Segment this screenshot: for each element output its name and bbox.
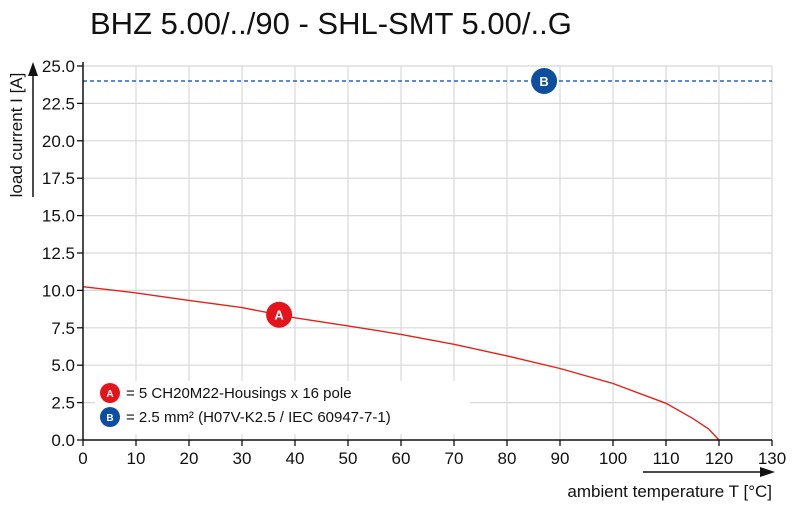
- legend-text-A: = 5 CH20M22-Housings x 16 pole: [126, 385, 352, 402]
- y-tick-label: 2.5: [51, 394, 75, 413]
- x-tick-label: 70: [445, 449, 464, 468]
- x-axis-label: ambient temperature T [°C]: [567, 482, 772, 501]
- series-line-A: [82, 286, 720, 441]
- y-tick-label: 5.0: [51, 356, 75, 375]
- marker-circle: [531, 67, 558, 94]
- x-tick-label: 20: [180, 449, 199, 468]
- legend-marker-A: A: [100, 383, 120, 403]
- marker-label: B: [106, 413, 113, 424]
- y-tick-label: 12.5: [42, 244, 75, 263]
- y-tick-label: 15.0: [42, 207, 75, 226]
- y-tick-label: 25.0: [42, 57, 75, 76]
- chart-title: BHZ 5.00/../90 - SHL-SMT 5.00/..G: [90, 6, 572, 41]
- marker-circle: [266, 301, 293, 328]
- marker-label: A: [274, 308, 284, 323]
- x-tick-label: 80: [498, 449, 517, 468]
- y-tick-label: 22.5: [42, 94, 75, 113]
- x-tick-label: 60: [392, 449, 411, 468]
- x-tick-label: 50: [339, 449, 358, 468]
- legend-marker-B: B: [100, 407, 120, 427]
- y-tick-label: 7.5: [51, 319, 75, 338]
- x-tick-label: 10: [127, 449, 146, 468]
- marker-label: A: [106, 389, 113, 400]
- series-marker-B: B: [531, 67, 558, 94]
- y-tick-label: 20.0: [42, 132, 75, 151]
- y-tick-label: 17.5: [42, 169, 75, 188]
- x-tick-label: 0: [78, 449, 87, 468]
- x-tick-label: 110: [652, 449, 679, 468]
- x-tick-label: 40: [286, 449, 305, 468]
- x-tick-label: 100: [599, 449, 627, 468]
- x-tick-label: 120: [705, 449, 733, 468]
- y-tick-label: 0.0: [51, 431, 75, 450]
- marker-label: B: [539, 74, 548, 89]
- x-axis-arrow-head: [760, 467, 775, 477]
- series-marker-A: A: [266, 301, 293, 328]
- y-axis-label: load current I [A]: [7, 73, 26, 198]
- x-tick-label: 90: [551, 449, 570, 468]
- y-tick-label: 10.0: [42, 281, 75, 300]
- legend-box: [95, 381, 470, 434]
- x-tick-label: 30: [233, 449, 252, 468]
- legend-text-B: = 2.5 mm² (H07V-K2.5 / IEC 60947-7-1): [126, 409, 391, 426]
- marker-circle: [100, 383, 120, 403]
- y-axis-arrow-head: [28, 62, 38, 76]
- x-tick-label: 130: [758, 449, 786, 468]
- marker-circle: [100, 407, 120, 427]
